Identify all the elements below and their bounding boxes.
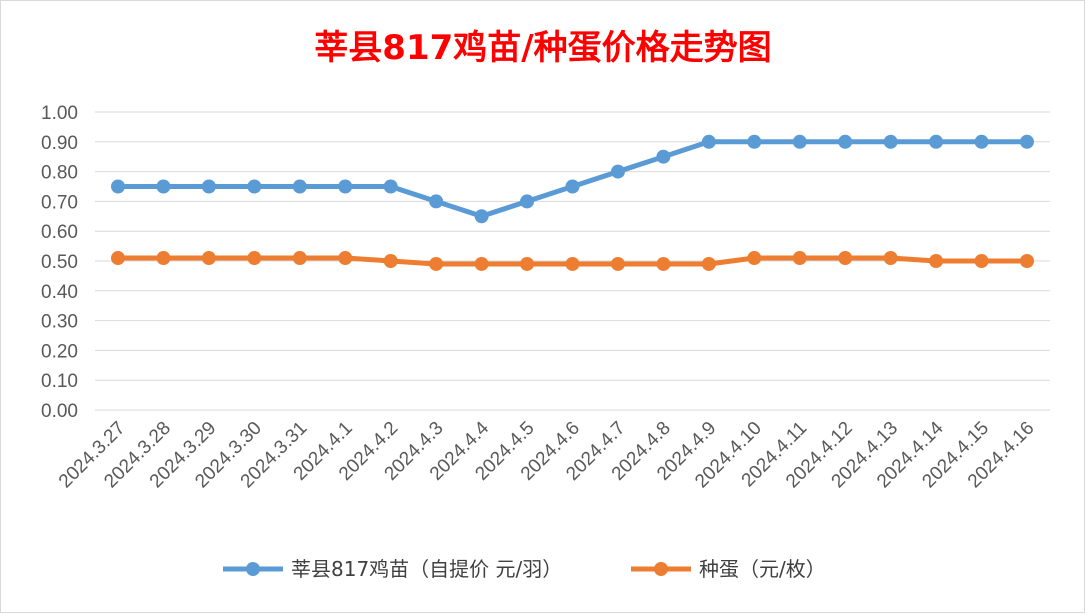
data-point [201,179,216,194]
y-tick-label: 0.10 [41,371,78,392]
data-point [520,194,535,209]
chart-title: 莘县817鸡苗/种蛋价格走势图 [314,28,771,68]
data-point [383,179,398,194]
data-point [838,251,853,266]
y-tick-label: 0.30 [41,312,78,333]
data-point [247,251,262,266]
data-point [520,256,535,271]
data-point [974,134,989,149]
legend-swatch-marker [654,562,668,576]
data-point [929,134,944,149]
data-point [1020,134,1034,149]
data-point [883,251,898,266]
data-point [201,251,216,266]
data-point [565,179,580,194]
y-axis-ticks: 0.00 0.10 0.20 0.30 0.40 0.50 0.60 0.70 0.80 0.90… [41,103,78,422]
data-point [292,179,307,194]
legend-item-1: 种蛋（元/枚） [631,557,826,581]
legend-item-0: 莘县817鸡苗（自提价 元/羽） [223,557,562,581]
data-point [656,256,671,271]
data-point [701,134,716,149]
data-point [792,251,807,266]
series-1 [111,251,1034,271]
data-point [474,209,489,224]
data-point [111,251,125,266]
legend-label: 莘县817鸡苗（自提价 元/羽） [291,557,562,581]
y-tick-label: 0.60 [41,222,78,243]
data-point [474,256,489,271]
data-point [429,194,444,209]
y-tick-label: 0.70 [41,192,78,213]
data-point [429,256,444,271]
data-point [701,256,716,271]
data-point [883,134,898,149]
data-point [292,251,307,266]
y-tick-label: 0.50 [41,252,78,273]
y-tick-label: 0.40 [41,282,78,303]
data-point [1020,254,1034,268]
legend-label: 种蛋（元/枚） [699,557,826,581]
y-tick-label: 0.90 [41,133,78,154]
series-0 [111,134,1034,224]
data-point [247,179,262,194]
data-point [747,134,762,149]
data-point [610,164,625,179]
series-line [118,139,1027,219]
data-point [929,254,944,268]
data-point [610,256,625,271]
data-point [338,179,353,194]
data-point [156,179,171,194]
x-axis-ticks: 2024.3.272024.3.282024.3.292024.3.302024… [55,417,1039,492]
data-point [338,251,353,266]
legend: 莘县817鸡苗（自提价 元/羽） 种蛋（元/枚） [223,557,826,581]
data-point [838,134,853,149]
y-tick-label: 0.80 [41,163,78,184]
y-tick-label: 0.00 [41,401,78,422]
data-point [383,254,398,268]
data-point [656,149,671,164]
data-point [111,179,125,194]
data-point [792,134,807,149]
legend-swatch-marker [246,562,260,576]
data-point [156,251,171,266]
data-point [565,256,580,271]
data-point [974,254,989,268]
y-tick-label: 1.00 [41,103,78,124]
series-layer [111,134,1034,271]
y-tick-label: 0.20 [41,341,78,362]
data-point [747,251,762,266]
